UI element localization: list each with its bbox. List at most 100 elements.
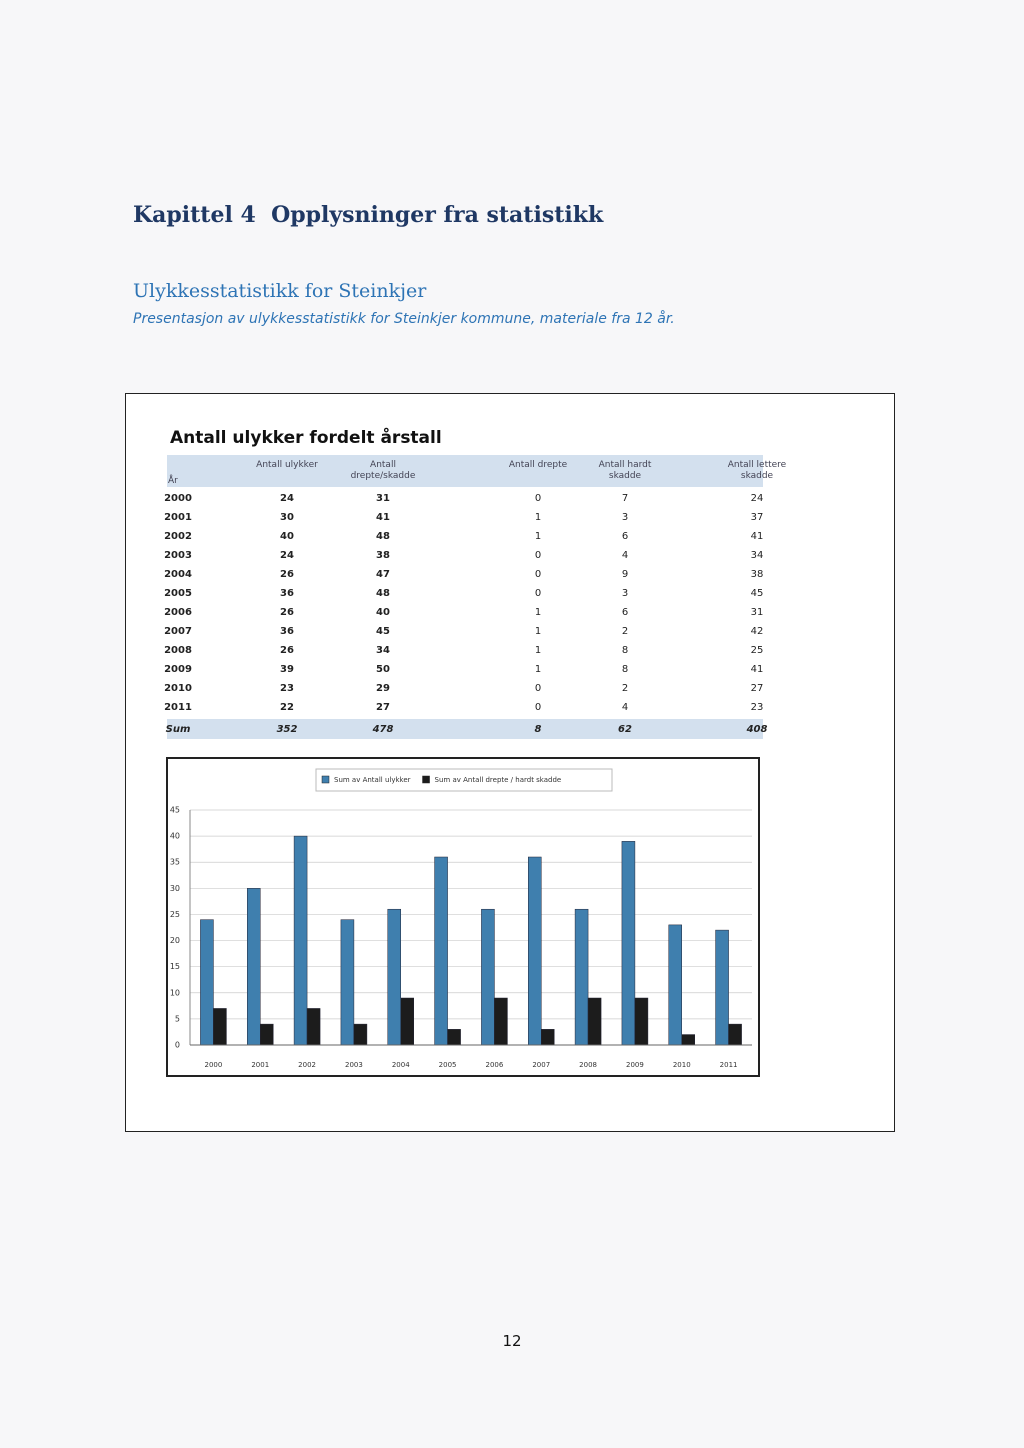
bar — [541, 1029, 555, 1046]
bar — [668, 924, 682, 1046]
table-cell: 408 — [746, 724, 768, 735]
table-cell: 1 — [534, 607, 542, 618]
table-cell: 2010 — [164, 683, 192, 694]
legend-label: Sum av Antall drepte / hardt skadde — [435, 776, 562, 784]
table-cell: 40 — [280, 531, 294, 542]
table-cell: 1 — [534, 645, 542, 656]
table-cell: 42 — [750, 626, 764, 637]
bar — [715, 929, 729, 1046]
x-tick-label: 2010 — [673, 1061, 691, 1069]
bar — [681, 1034, 695, 1046]
table-cell: 0 — [534, 702, 542, 713]
table-cell: 1 — [534, 531, 542, 542]
bar — [400, 997, 414, 1046]
table-cell: 27 — [376, 702, 390, 713]
table-cell: 41 — [376, 512, 390, 523]
bar — [213, 1008, 227, 1046]
legend-label: Sum av Antall ulykker — [334, 776, 411, 784]
table-cell: 3 — [621, 588, 629, 599]
bar — [387, 908, 401, 1046]
legend-box — [315, 768, 613, 792]
table-cell: 2000 — [164, 493, 192, 504]
y-tick-label: 0 — [175, 1041, 180, 1050]
x-tick-label: 2005 — [439, 1061, 457, 1069]
table-cell: 26 — [280, 569, 294, 580]
table-cell: 9 — [621, 569, 629, 580]
table-sum-band — [167, 719, 763, 739]
table-cell: 6 — [621, 531, 629, 542]
bar — [621, 841, 636, 1046]
table-cell: 27 — [750, 683, 764, 694]
table-cell: 37 — [750, 512, 764, 523]
section-title: Ulykkesstatistikk for Steinkjer — [133, 280, 427, 302]
x-tick-label: 2002 — [298, 1061, 316, 1069]
table-cell: 30 — [280, 512, 294, 523]
table-cell: 3 — [621, 512, 629, 523]
table-cell: 31 — [376, 493, 390, 504]
x-tick-label: 2008 — [579, 1061, 597, 1069]
bar — [340, 919, 355, 1046]
chart-border — [166, 757, 760, 1077]
x-tick-label: 2011 — [720, 1061, 738, 1069]
x-tick-label: 2007 — [532, 1061, 550, 1069]
chapter-title: Opplysninger fra statistikk — [271, 202, 604, 228]
table-cell: 26 — [280, 607, 294, 618]
chart: 0 5 10 15 20 25 30 35 40 45 Sum av Antall ulykker S… — [166, 757, 760, 1077]
table-cell: 6 — [621, 607, 629, 618]
table-cell: 1 — [534, 664, 542, 675]
y-tick-label: 40 — [170, 832, 180, 841]
x-tick-label: 2004 — [392, 1061, 410, 1069]
x-tick-label: 2009 — [626, 1061, 644, 1069]
table-cell: 0 — [534, 588, 542, 599]
table-cell: 1 — [534, 626, 542, 637]
bar — [587, 997, 602, 1046]
table-cell: Antall drepte/skadde — [350, 460, 416, 481]
y-tick-label: 10 — [170, 988, 180, 997]
table-cell: 2005 — [164, 588, 192, 599]
table-cell: 4 — [621, 702, 629, 713]
table-cell: 4 — [621, 550, 629, 561]
table-cell: 48 — [376, 588, 390, 599]
y-tick-label: 20 — [170, 936, 180, 945]
table-cell: År — [168, 476, 178, 486]
legend-swatch — [321, 775, 330, 784]
bar — [494, 997, 508, 1046]
bar — [200, 919, 214, 1046]
y-tick-label: 30 — [170, 884, 180, 893]
table-cell: 2 — [621, 626, 629, 637]
bar — [447, 1029, 461, 1046]
table-cell: 24 — [750, 493, 764, 504]
table-cell: 2003 — [164, 550, 192, 561]
y-tick-label: 25 — [170, 910, 180, 919]
page-number: 12 — [502, 1332, 522, 1350]
table-cell: 45 — [750, 588, 764, 599]
table-cell: Antall lettere skadde — [727, 460, 787, 481]
x-tick-label: 2006 — [486, 1061, 504, 1069]
table-cell: 2006 — [164, 607, 192, 618]
table-cell: 23 — [750, 702, 764, 713]
x-tick-label: 2000 — [205, 1061, 223, 1069]
bar — [306, 1008, 321, 1046]
y-tick-label: 35 — [170, 858, 180, 867]
table-cell: 38 — [376, 550, 390, 561]
table-cell: 39 — [280, 664, 294, 675]
bar — [574, 908, 589, 1046]
table-cell: 34 — [376, 645, 390, 656]
y-tick-label: 5 — [175, 1014, 180, 1023]
table-cell: 0 — [534, 550, 542, 561]
table-cell: 1 — [534, 512, 542, 523]
table-cell: 8 — [534, 724, 542, 735]
table-cell: 0 — [534, 683, 542, 694]
table-title: Antall ulykker fordelt årstall — [170, 428, 442, 448]
table-header-band — [167, 455, 763, 487]
chapter-number: Kapittel 4 — [133, 202, 256, 228]
table-cell: 2002 — [164, 531, 192, 542]
table-cell: 47 — [376, 569, 390, 580]
bar — [293, 835, 308, 1046]
table-cell: 23 — [280, 683, 294, 694]
table-cell: 2008 — [164, 645, 192, 656]
table-cell: 41 — [750, 531, 764, 542]
table-cell: 24 — [280, 493, 294, 504]
table-cell: 7 — [621, 493, 629, 504]
